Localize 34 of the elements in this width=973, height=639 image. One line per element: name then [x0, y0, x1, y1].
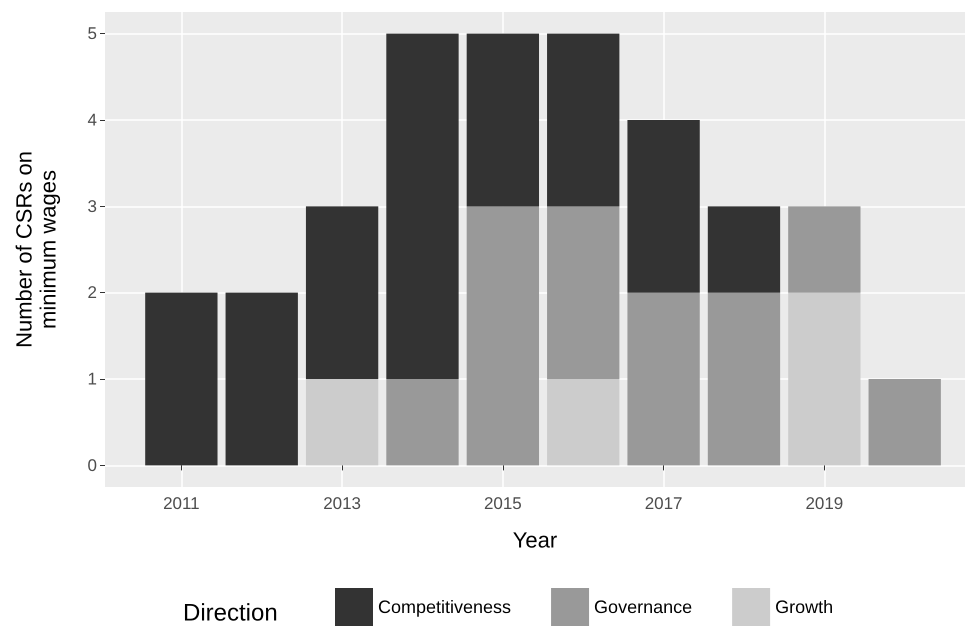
bar [627, 292, 700, 466]
legend-label: Governance [594, 597, 692, 617]
bar [547, 206, 620, 380]
legend-title: Direction [183, 600, 278, 626]
x-axis-title: Year [512, 528, 558, 552]
bar [306, 379, 378, 466]
bar [466, 206, 540, 466]
bar [627, 120, 700, 293]
x-tick-label: 2017 [644, 494, 683, 513]
y-axis-title: Number of CSRs on minimum wages [12, 151, 60, 348]
bar [466, 34, 540, 206]
bar [547, 379, 620, 466]
bar [386, 379, 459, 466]
bar [708, 206, 780, 293]
y-tick-label: 5 [88, 24, 97, 44]
y-tick-label: 0 [88, 456, 97, 475]
x-tick-label: 2019 [805, 494, 844, 513]
y-tick-label: 4 [88, 110, 97, 130]
y-tick-label: 3 [88, 196, 97, 216]
bar [868, 379, 941, 466]
bar [708, 292, 780, 466]
bar [788, 206, 861, 293]
bar [547, 34, 620, 206]
x-tick-label: 2013 [323, 494, 362, 513]
legend-label: Growth [775, 597, 834, 617]
bar [226, 292, 298, 466]
bar [788, 292, 861, 466]
y-tick-label: 2 [88, 283, 97, 302]
x-tick-label: 2011 [163, 494, 200, 513]
bar [386, 34, 459, 380]
bar [306, 206, 378, 380]
x-tick-label: 2015 [484, 494, 522, 513]
legend-label: Competitiveness [378, 597, 512, 617]
y-tick-label: 1 [88, 370, 97, 389]
